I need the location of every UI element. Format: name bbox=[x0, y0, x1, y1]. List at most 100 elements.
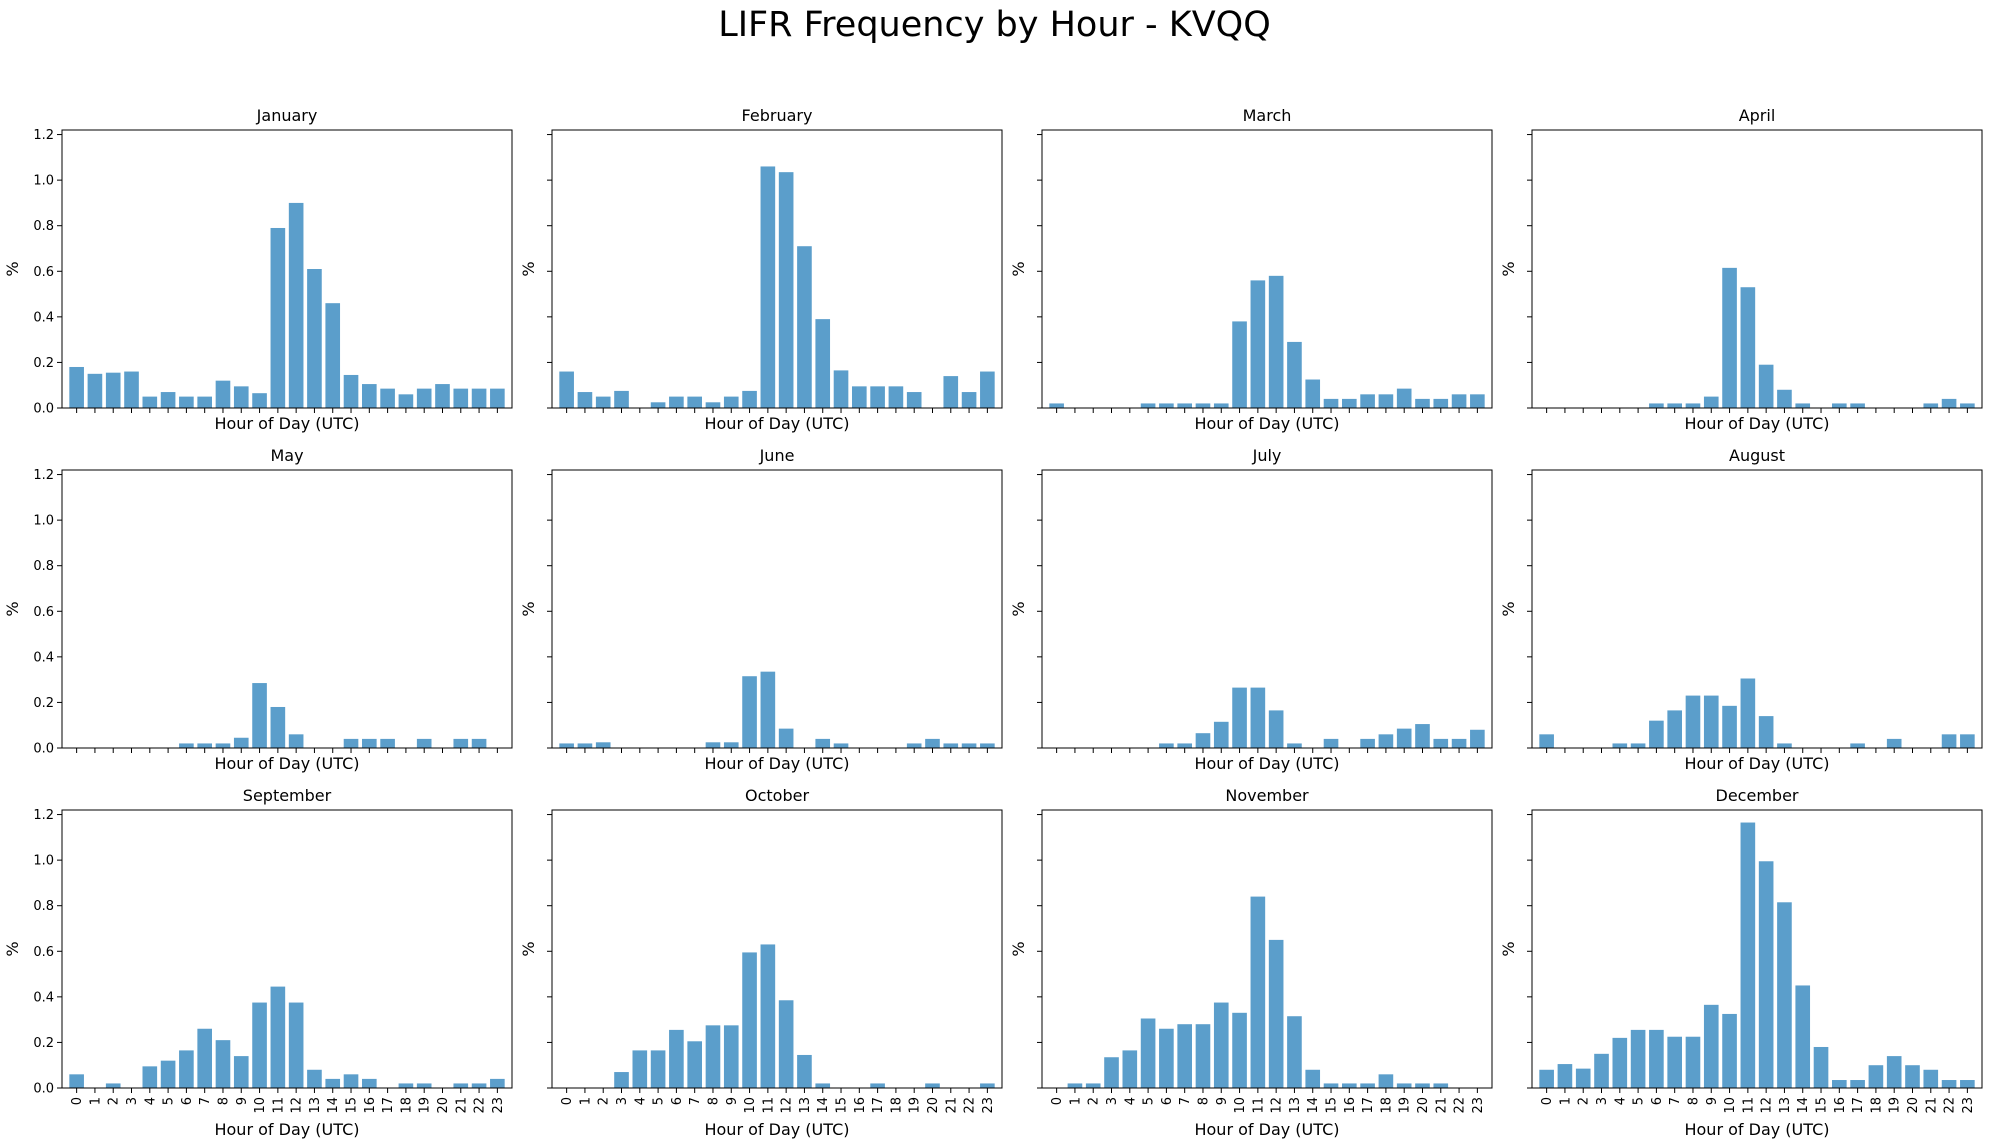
bar-july-15 bbox=[1323, 738, 1339, 748]
x-tick-label: 1 bbox=[1558, 1097, 1573, 1105]
bar-april-11 bbox=[1740, 287, 1756, 408]
x-tick-label: 23 bbox=[491, 1097, 506, 1114]
x-tick-label: 4 bbox=[1123, 1097, 1138, 1105]
x-tick-label: 1 bbox=[88, 1097, 103, 1105]
bar-february-1 bbox=[577, 392, 593, 408]
bar-may-11 bbox=[270, 706, 286, 748]
x-tick-label: 3 bbox=[615, 1097, 630, 1105]
x-axis-label: Hour of Day (UTC) bbox=[214, 1120, 359, 1139]
x-tick-label: 10 bbox=[253, 1097, 268, 1114]
plot-frame bbox=[1531, 469, 1983, 749]
x-tick-label: 22 bbox=[1453, 1097, 1468, 1114]
bar-october-7 bbox=[687, 1041, 702, 1088]
bar-february-5 bbox=[650, 402, 666, 408]
x-tick-label: 20 bbox=[1906, 1097, 1921, 1114]
bar-march-9 bbox=[1213, 403, 1229, 408]
y-tick-label: 0.8 bbox=[33, 899, 54, 914]
x-tick-label: 13 bbox=[798, 1097, 813, 1114]
bar-november-21 bbox=[1433, 1083, 1449, 1088]
plot-frame bbox=[61, 469, 513, 749]
x-tick-label: 19 bbox=[1398, 1097, 1413, 1114]
y-tick-label: 1.0 bbox=[33, 854, 54, 869]
bar-september-6 bbox=[179, 1050, 194, 1088]
y-tick-label: 0.8 bbox=[33, 559, 54, 574]
y-tick-label: 0.6 bbox=[33, 265, 54, 280]
bar-december-6 bbox=[1649, 1029, 1664, 1088]
y-tick-label: 0.2 bbox=[33, 696, 54, 711]
bar-june-19 bbox=[906, 743, 922, 748]
bar-june-8 bbox=[705, 742, 721, 748]
bar-april-17 bbox=[1850, 403, 1865, 408]
bar-july-12 bbox=[1268, 710, 1284, 748]
bar-february-10 bbox=[742, 390, 757, 408]
bar-january-14 bbox=[325, 303, 341, 408]
bar-january-6 bbox=[179, 396, 194, 408]
x-tick-label: 17 bbox=[381, 1097, 396, 1114]
bar-february-14 bbox=[815, 319, 831, 408]
x-tick-label: 10 bbox=[1233, 1097, 1248, 1114]
bar-september-8 bbox=[215, 1040, 231, 1088]
x-tick-label: 5 bbox=[1142, 1097, 1157, 1105]
bar-july-9 bbox=[1213, 721, 1229, 748]
bar-february-22 bbox=[961, 392, 977, 408]
x-tick-label: 18 bbox=[399, 1097, 414, 1114]
y-axis-label: % bbox=[519, 941, 538, 956]
bar-november-13 bbox=[1287, 1016, 1302, 1088]
bar-june-21 bbox=[943, 743, 959, 748]
y-tick-label: 0.6 bbox=[33, 945, 54, 960]
y-tick-label: 0.8 bbox=[33, 219, 54, 234]
bar-january-11 bbox=[270, 227, 286, 408]
bar-august-0 bbox=[1539, 734, 1554, 748]
bar-april-7 bbox=[1667, 403, 1682, 408]
x-tick-label: 4 bbox=[143, 1097, 158, 1105]
bar-february-2 bbox=[595, 396, 611, 408]
x-tick-label: 19 bbox=[908, 1097, 923, 1114]
x-tick-label: 0 bbox=[560, 1097, 575, 1105]
x-tick-label: 7 bbox=[198, 1097, 213, 1105]
x-tick-label: 17 bbox=[1361, 1097, 1376, 1114]
bar-july-20 bbox=[1415, 724, 1430, 748]
bar-february-11 bbox=[760, 166, 776, 408]
bar-september-15 bbox=[343, 1074, 359, 1088]
y-tick-label: 1.2 bbox=[33, 128, 54, 143]
bar-march-13 bbox=[1287, 341, 1302, 408]
y-axis-label: % bbox=[519, 601, 538, 616]
x-tick-label: 21 bbox=[944, 1097, 959, 1114]
bar-may-12 bbox=[288, 734, 304, 748]
bar-september-19 bbox=[416, 1083, 432, 1088]
bar-february-23 bbox=[980, 371, 995, 408]
x-axis-label: Hour of Day (UTC) bbox=[1194, 414, 1339, 433]
panel-title: October bbox=[745, 786, 809, 805]
x-tick-label: 21 bbox=[1924, 1097, 1939, 1114]
bar-december-23 bbox=[1960, 1080, 1975, 1088]
bar-november-16 bbox=[1342, 1083, 1357, 1088]
x-tick-label: 3 bbox=[1595, 1097, 1610, 1105]
panel-title: February bbox=[742, 106, 813, 125]
bar-june-14 bbox=[815, 738, 831, 748]
bar-august-6 bbox=[1649, 720, 1664, 748]
x-tick-label: 8 bbox=[216, 1097, 231, 1105]
bar-september-10 bbox=[252, 1002, 267, 1088]
bar-august-10 bbox=[1722, 705, 1737, 748]
x-tick-label: 20 bbox=[1416, 1097, 1431, 1114]
bar-december-3 bbox=[1594, 1053, 1609, 1088]
bar-june-20 bbox=[925, 738, 940, 748]
bar-june-22 bbox=[961, 743, 977, 748]
bar-december-12 bbox=[1758, 861, 1774, 1088]
bar-july-11 bbox=[1250, 687, 1266, 748]
x-tick-label: 11 bbox=[1741, 1097, 1756, 1114]
bar-february-7 bbox=[687, 396, 702, 408]
x-tick-label: 2 bbox=[1577, 1097, 1592, 1105]
x-tick-label: 4 bbox=[1613, 1097, 1628, 1105]
bar-january-17 bbox=[380, 388, 395, 408]
panel-title: May bbox=[270, 446, 303, 465]
bar-january-8 bbox=[215, 380, 231, 408]
bar-june-0 bbox=[559, 743, 574, 748]
bar-march-16 bbox=[1342, 398, 1357, 408]
bar-march-20 bbox=[1415, 398, 1430, 408]
bar-december-7 bbox=[1667, 1036, 1682, 1088]
x-tick-label: 15 bbox=[1815, 1097, 1830, 1114]
bar-march-21 bbox=[1433, 398, 1449, 408]
x-axis-label: Hour of Day (UTC) bbox=[704, 1120, 849, 1139]
